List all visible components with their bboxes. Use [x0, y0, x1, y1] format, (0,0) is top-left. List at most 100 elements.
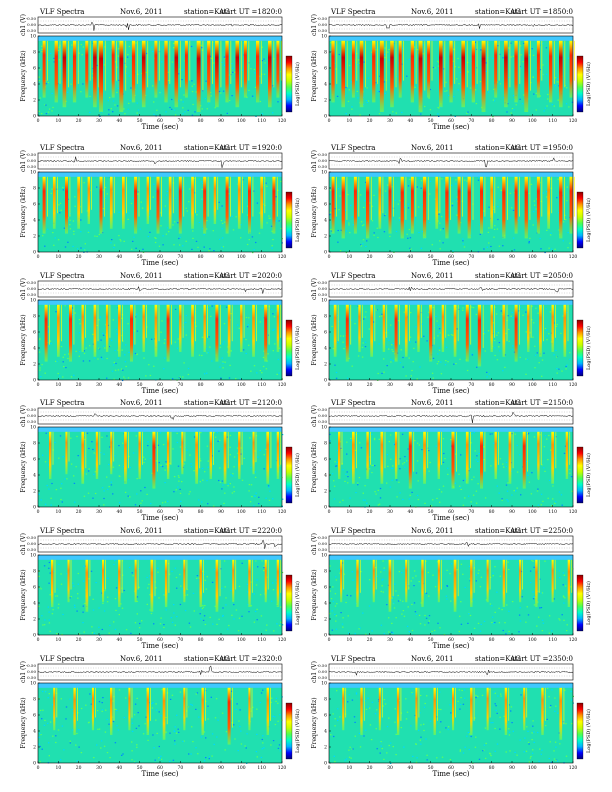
spectrogram-speckle: [508, 704, 510, 706]
spectrogram-speckle: [201, 608, 204, 610]
panel-station: station=KAG: [475, 655, 521, 663]
spectrogram-speckle: [540, 493, 543, 495]
spectral-burst-fringe: [346, 176, 348, 220]
spectrogram-speckle: [537, 312, 539, 314]
spectrogram-speckle: [233, 491, 235, 493]
spectrogram-speckle: [484, 350, 486, 352]
spectrogram-speckle: [543, 446, 546, 448]
spectrogram-speckle: [539, 578, 541, 580]
spectrogram-speckle: [201, 108, 203, 110]
spectral-burst-fringe: [256, 304, 257, 342]
spectrogram-speckle: [504, 366, 506, 368]
spectral-burst: [502, 304, 506, 357]
spectrogram-speckle: [146, 576, 148, 579]
spectrogram-speckle: [97, 728, 99, 730]
spectral-burst: [551, 559, 554, 603]
spectrogram-speckle: [197, 753, 199, 755]
spectrogram-speckle: [503, 715, 505, 717]
spectrogram-speckle: [354, 323, 356, 325]
colorbar-label: Log(PSD) (V²/Hz): [294, 709, 301, 753]
spectrogram-speckle: [233, 604, 235, 606]
spectrogram-speckle: [171, 98, 173, 101]
spectrogram-speckle: [545, 73, 548, 75]
spectrogram-speckle: [234, 738, 236, 740]
spectrogram-speckle: [546, 718, 548, 720]
spectrogram-speckle: [475, 736, 477, 738]
spectrogram-speckle: [557, 712, 559, 714]
spectrogram-speckle: [363, 318, 365, 320]
spectrogram-speckle: [222, 607, 224, 609]
spectrogram-speckle: [488, 91, 490, 93]
spectrogram-speckle: [525, 358, 527, 360]
spectrogram-speckle: [156, 732, 158, 734]
spectrogram-speckle: [92, 598, 94, 600]
spectrogram-speckle: [445, 360, 447, 362]
spectrogram-speckle: [121, 317, 123, 319]
spectrogram-speckle: [360, 244, 362, 246]
spectrogram-speckle: [416, 378, 418, 380]
spectrogram-speckle: [150, 612, 153, 615]
spectral-burst: [81, 304, 84, 352]
time-tick-label: 20: [367, 118, 373, 124]
spectrogram-speckle: [267, 353, 269, 355]
spectrogram-speckle: [192, 592, 195, 594]
spectrogram-speckle: [154, 241, 157, 244]
spectrogram-speckle: [420, 694, 422, 697]
time-tick-label: 120: [569, 382, 578, 388]
spectrogram-speckle: [526, 606, 528, 608]
spectrogram-speckle: [335, 579, 338, 581]
time-tick-label: 0: [328, 118, 331, 124]
spectrogram-speckle: [554, 697, 556, 699]
spectrogram-speckle: [391, 479, 393, 481]
spectrogram-speckle: [241, 615, 243, 617]
spectrogram-speckle: [542, 73, 544, 76]
spectrogram-speckle: [564, 585, 567, 587]
spectrogram-speckle: [176, 347, 179, 349]
freq-tick-label: 0: [33, 633, 36, 639]
freq-tick-label: 0: [324, 250, 327, 256]
spectrogram-speckle: [73, 482, 76, 484]
spectrogram-speckle: [254, 450, 256, 452]
spectrogram-speckle: [124, 491, 127, 493]
spectrogram-speckle: [278, 372, 280, 374]
spectrogram-speckle: [559, 743, 561, 745]
spectrogram-speckle: [510, 56, 512, 58]
spectrogram-speckle: [418, 614, 421, 616]
time-tick-label: 100: [237, 382, 246, 388]
spectrogram-speckle: [277, 101, 279, 103]
spectrogram-speckle: [217, 719, 219, 721]
spectrogram-speckle: [526, 689, 528, 691]
spectrogram-speckle: [221, 222, 224, 224]
spectrogram-speckle: [367, 77, 370, 79]
spectrogram-speckle: [508, 610, 510, 612]
freq-tick-label: 8: [324, 314, 327, 320]
spectrogram-speckle: [539, 182, 541, 184]
time-axis-label: Time (sec): [141, 259, 178, 267]
spectrogram-speckle: [219, 439, 221, 441]
spectrogram-background: [329, 555, 573, 635]
spectral-burst: [164, 40, 168, 103]
spectrogram-speckle: [399, 468, 401, 470]
spectrogram-speckle: [140, 309, 142, 311]
time-axis-label: Time (sec): [432, 259, 469, 267]
spectrogram-speckle: [115, 328, 118, 331]
spectrogram-speckle: [407, 606, 409, 608]
spectrogram-speckle: [542, 622, 545, 624]
spectral-burst-fringe: [356, 40, 358, 81]
spectrogram-speckle: [424, 624, 426, 626]
spectrogram-speckle: [88, 360, 91, 362]
spectrogram-speckle: [458, 83, 460, 85]
spectrogram-speckle: [136, 697, 138, 699]
spectrogram-speckle: [265, 448, 267, 450]
spectrogram-speckle: [237, 750, 239, 752]
spectrogram-speckle: [178, 476, 180, 478]
panel-start-ut: start UT =2250:0: [511, 527, 573, 535]
spectrogram-speckle: [439, 229, 442, 231]
spectrogram-speckle: [250, 710, 252, 712]
spectrogram-speckle: [460, 601, 462, 603]
spectrogram-speckle: [534, 367, 536, 369]
spectrogram-speckle: [378, 438, 380, 440]
spectrogram-speckle: [569, 472, 571, 474]
spectrogram-speckle: [247, 604, 249, 606]
spectral-burst-fringe: [526, 687, 528, 718]
